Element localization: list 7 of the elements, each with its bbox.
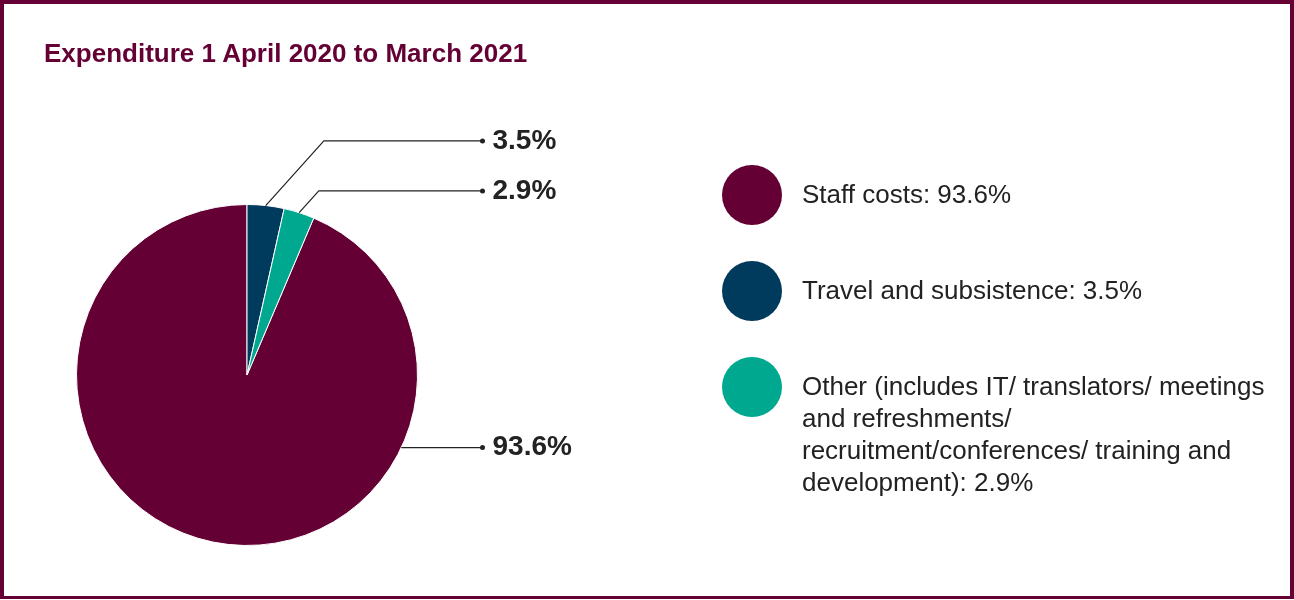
chart-title: Expenditure 1 April 2020 to March 2021 bbox=[44, 38, 528, 69]
data-label: 3.5% bbox=[492, 123, 557, 155]
legend-label: Other (includes IT/ translators/ meetings and refreshments/ recruitment/conferences/ training and development): 2.9% bbox=[802, 370, 1266, 498]
legend-label: Staff costs: 93.6% bbox=[802, 178, 1013, 210]
data-label: 93.6% bbox=[492, 430, 572, 462]
data-label: 2.9% bbox=[492, 173, 557, 205]
legend-label: Travel and subsistence: 3.5% bbox=[802, 274, 1144, 306]
